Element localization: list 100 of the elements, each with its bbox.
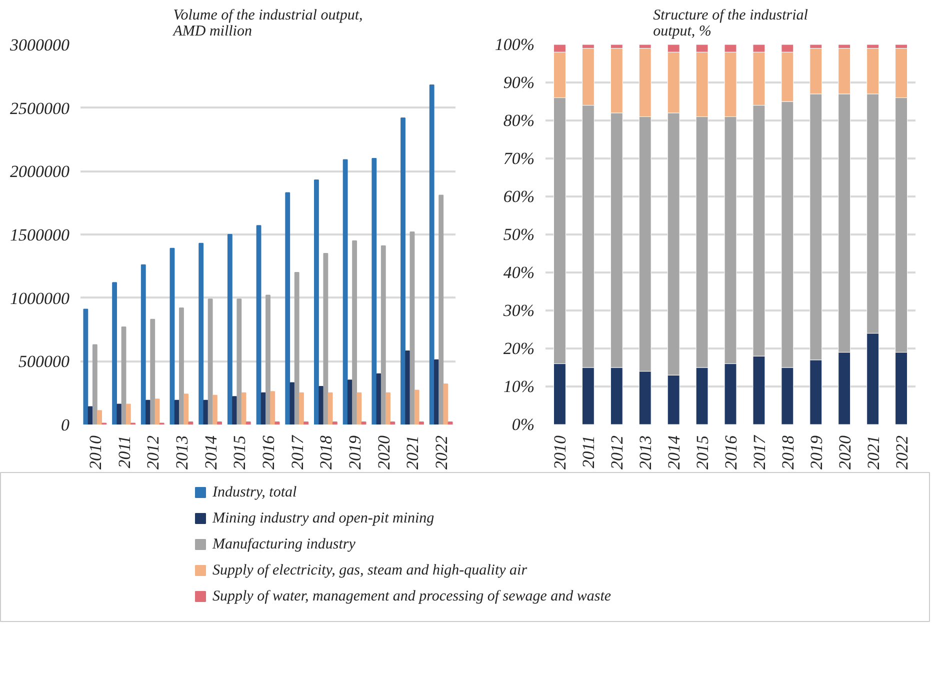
x-tick-label: 2018: [778, 435, 798, 470]
bar: [376, 373, 382, 424]
x-tick-label: 2018: [316, 435, 336, 470]
y-tick-label: 50%: [503, 225, 535, 244]
bar: [232, 396, 237, 424]
bar: [227, 234, 232, 424]
x-tick-label: 2019: [806, 435, 826, 470]
bar: [260, 392, 266, 424]
y-tick-label: 40%: [503, 263, 535, 282]
bar: [184, 394, 189, 424]
bar: [314, 180, 319, 424]
bar: [434, 359, 439, 424]
bar: [438, 194, 444, 424]
bar: [170, 248, 175, 424]
bar: [188, 421, 194, 424]
x-tick-label: 2015: [230, 436, 250, 470]
x-tick-label: 2013: [172, 436, 192, 470]
y-tick-label: 20%: [503, 339, 535, 358]
bar: [208, 298, 213, 424]
x-tick-label: 2022: [432, 435, 452, 470]
bar: [97, 410, 102, 424]
bar: [429, 84, 434, 424]
y-tick-label: 60%: [503, 187, 535, 206]
bar: [92, 344, 98, 424]
bar: [121, 326, 126, 424]
bar: [328, 392, 333, 424]
legend-label: Mining industry and open-pit mining: [212, 510, 435, 526]
x-tick-label: 2014: [664, 435, 684, 470]
y-tick-label: 100%: [494, 35, 535, 54]
bar: [83, 308, 88, 424]
x-tick-label: 2017: [750, 434, 769, 470]
x-tick-label: 2016: [259, 435, 278, 470]
bar: [352, 240, 357, 424]
y-tick-label: 2000000: [10, 162, 70, 182]
y-tick-label: 30%: [502, 301, 535, 320]
bar: [203, 400, 208, 424]
bar: [217, 421, 222, 424]
chart-title: Volume of the industrial output, AMD million: [172, 8, 363, 40]
y-tick-label: 10%: [503, 377, 535, 396]
x-tick-label: 2017: [288, 434, 307, 470]
bar: [241, 392, 246, 424]
legend-label: Supply of water, management and processing of sewage and waste: [212, 588, 612, 604]
x-tick-label: 2010: [86, 435, 105, 470]
x-tick-label: 2012: [144, 435, 163, 470]
bar: [270, 391, 276, 424]
bar: [294, 272, 300, 424]
bar: [246, 421, 251, 424]
legend-label: Manufacturing industry: [212, 536, 356, 552]
bar: [414, 390, 420, 424]
bar: [256, 225, 262, 424]
y-tick-label: 0%: [512, 415, 535, 434]
x-tick-label: 2020: [835, 435, 854, 470]
bar: [88, 406, 93, 424]
x-tick-label: 2015: [693, 436, 712, 470]
y-tick-label: 1500000: [10, 226, 70, 244]
bar: [266, 294, 270, 424]
bar: [332, 421, 338, 424]
bar: [116, 404, 122, 424]
bar: [304, 421, 309, 424]
bar: [174, 400, 180, 424]
bar: [347, 380, 352, 424]
bar: [323, 253, 328, 424]
x-tick-label: 2016: [722, 435, 740, 470]
chart-title: Structure of the industrial output, %: [653, 8, 808, 40]
x-tick-label: 2011: [579, 435, 598, 468]
y-tick-label: 0: [61, 416, 70, 434]
x-tick-label: 2010: [550, 435, 570, 470]
bar: [150, 318, 156, 424]
legend-label: Supply of electricity, gas, steam and high-quality air: [212, 562, 528, 578]
bar: [361, 421, 366, 424]
bar: [212, 394, 218, 424]
bar: [419, 421, 424, 424]
bar: [342, 159, 348, 424]
x-tick-label: 2011: [114, 435, 134, 468]
bar: [410, 231, 415, 424]
bar: [448, 421, 453, 424]
y-tick-label: 90%: [503, 73, 535, 92]
bar: [299, 392, 304, 424]
bar: [179, 307, 184, 424]
x-tick-label: 2012: [608, 435, 627, 470]
x-tick-label: 2021: [864, 436, 883, 470]
y-tick-label: 3000000: [9, 36, 70, 54]
bar: [318, 386, 324, 424]
y-tick-label: 500000: [18, 352, 70, 372]
bar: [146, 400, 150, 424]
y-tick-label: 2500000: [10, 98, 70, 118]
y-tick-label: 80%: [503, 111, 535, 130]
bar: [140, 264, 146, 424]
y-tick-label: 70%: [503, 149, 535, 168]
bar: [386, 392, 390, 424]
x-tick-label: 2020: [374, 435, 394, 470]
bar: [154, 398, 160, 424]
y-tick-label: 1000000: [10, 288, 70, 308]
bar: [274, 421, 280, 424]
x-tick-label: 2014: [201, 435, 220, 470]
x-tick-label: 2013: [636, 436, 656, 470]
bar: [290, 382, 295, 424]
x-tick-label: 2021: [403, 436, 422, 470]
bar: [126, 404, 131, 424]
bar: [236, 298, 242, 424]
